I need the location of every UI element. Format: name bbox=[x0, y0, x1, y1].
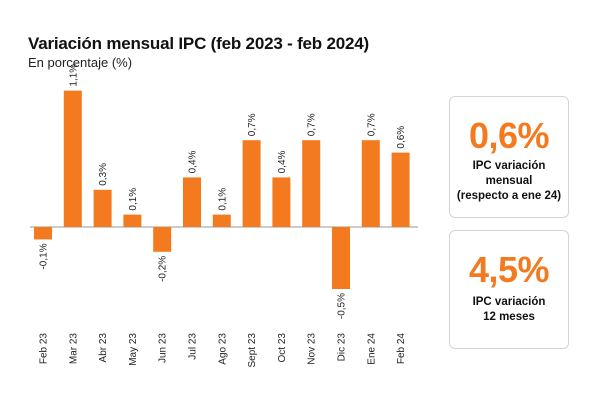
data-label: 0,1% bbox=[128, 188, 139, 211]
annual-ipc-label-line1: IPC variación bbox=[472, 296, 546, 308]
x-tick-label: Feb 24 bbox=[396, 333, 407, 365]
bar-ago-23 bbox=[212, 214, 231, 227]
data-label: -0,2% bbox=[158, 256, 169, 282]
monthly-ipc-value: 0,6% bbox=[468, 115, 550, 156]
monthly-ipc-label-line2: mensual bbox=[485, 175, 533, 187]
annual-ipc-label-line2: 12 meses bbox=[483, 311, 535, 323]
monthly-ipc-card: 0,6% IPC variación mensual (respecto a e… bbox=[449, 96, 569, 218]
bar-ene-24 bbox=[361, 140, 380, 227]
bar-jul-23 bbox=[183, 177, 201, 227]
x-tick-label: Jun 23 bbox=[158, 333, 169, 363]
data-label: 0,7% bbox=[247, 113, 258, 136]
chart-title: Variación mensual IPC (feb 2023 - feb 20… bbox=[28, 34, 369, 53]
data-label: -0,1% bbox=[39, 243, 50, 269]
bar-nov-23 bbox=[302, 140, 321, 227]
bar-mar-23 bbox=[63, 90, 82, 227]
bar-oct-23 bbox=[272, 177, 291, 227]
monthly-ipc-label-line1: IPC variación bbox=[472, 160, 546, 172]
bar-dic-23 bbox=[332, 227, 350, 289]
x-tick-label: Oct 23 bbox=[277, 333, 288, 363]
data-label: 0,3% bbox=[98, 163, 109, 186]
bar-sept-23 bbox=[242, 140, 261, 227]
x-tick-label: Feb 23 bbox=[39, 333, 50, 365]
data-label: 0,4% bbox=[188, 150, 199, 173]
x-tick-label: Ago 23 bbox=[217, 333, 228, 365]
bar-feb-23 bbox=[34, 227, 52, 240]
data-label: 0,6% bbox=[396, 126, 407, 149]
x-tick-label: Abr 23 bbox=[98, 333, 109, 363]
data-label: 1,1% bbox=[68, 64, 79, 87]
bar-jun-23 bbox=[153, 227, 172, 252]
x-tick-label: May 23 bbox=[128, 333, 139, 366]
chart-subtitle: En porcentaje (%) bbox=[28, 55, 133, 70]
bar-abr-23 bbox=[93, 189, 112, 227]
data-label: -0,5% bbox=[337, 293, 348, 319]
x-tick-label: Jul 23 bbox=[188, 333, 199, 360]
bar-may-23 bbox=[123, 214, 142, 227]
x-tick-label: Nov 23 bbox=[307, 333, 318, 365]
monthly-ipc-label-line3: (respecto a ene 24) bbox=[456, 190, 562, 202]
data-label: 0,7% bbox=[366, 113, 377, 136]
data-label: 0,7% bbox=[307, 113, 318, 136]
data-label: 0,1% bbox=[217, 188, 228, 211]
x-tick-label: Sept 23 bbox=[247, 333, 258, 368]
x-tick-label: Dic 23 bbox=[337, 333, 348, 362]
bar-feb-24 bbox=[391, 152, 410, 227]
annual-ipc-value: 4,5% bbox=[468, 249, 550, 290]
x-tick-label: Ene 24 bbox=[366, 333, 377, 365]
data-label: 0,4% bbox=[277, 150, 288, 173]
annual-ipc-card: 4,5% IPC variación 12 meses bbox=[449, 230, 569, 349]
x-tick-label: Mar 23 bbox=[68, 333, 79, 365]
